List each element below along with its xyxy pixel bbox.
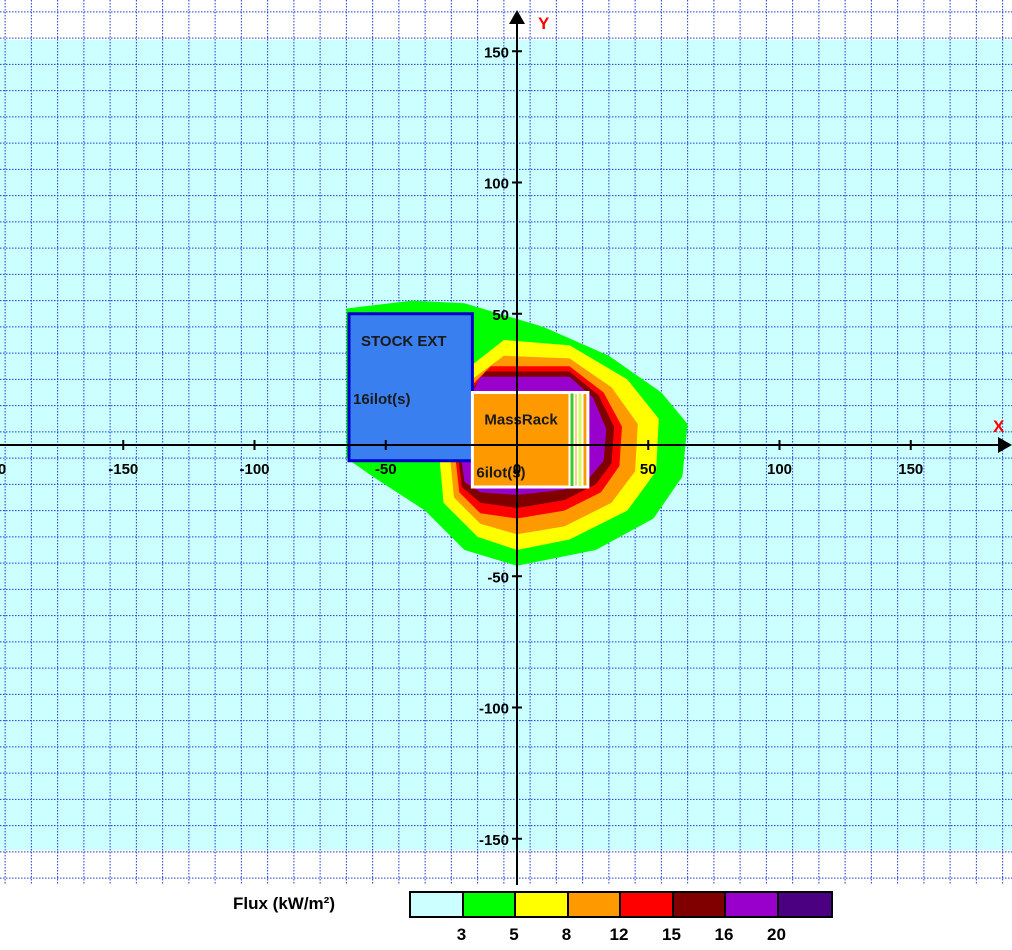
zone-0 [347,312,474,463]
legend-threshold: 16 [714,925,734,944]
x-axis-arrow [998,437,1012,453]
legend-swatch [673,893,726,916]
x-tick-label: -50 [375,461,397,478]
legend-threshold: 5 [509,925,519,944]
legend-swatch [621,893,674,916]
y-tick-label: 100 [484,176,509,193]
x-tick-label: 50 [640,461,657,478]
legend-threshold: 20 [767,925,786,944]
x-axis-label: X [993,417,1005,436]
y-axis-label: Y [538,14,550,33]
y-tick-label: -50 [487,569,509,586]
legend-swatch [411,893,464,916]
y-tick-label: 50 [492,307,509,324]
x-tick-label: -100 [239,461,269,478]
rack-stripe [568,391,576,488]
zones: STOCK EXT 16ilot(s) MassRack 6ilot(s) [347,312,590,489]
y-tick-label: -100 [479,701,509,718]
legend-swatch [726,893,779,916]
rack-stripe [576,391,584,488]
zone-name: MassRack [484,412,558,429]
zone-sublabel: 16ilot(s) [353,391,411,408]
flux-legend: Flux (kW/m²) 3 5 8 12 15 16 20 [0,888,1012,950]
legend-swatch [463,893,516,916]
x-tick-label: 100 [767,461,792,478]
y-tick-label: 150 [484,44,509,61]
zone-sublabel: 6ilot(s) [476,465,525,482]
legend-threshold: 15 [662,925,681,944]
tick-labels: -150 -100 -50 0 50 100 150 0 150 100 50 -50 -100 -150 [0,44,923,849]
legend-swatch [778,893,831,916]
x-tick-label: 0 [513,461,521,478]
legend-swatch [568,893,621,916]
x-tick-label: 150 [898,461,923,478]
y-tick-label: -150 [479,832,509,849]
legend-swatch [516,893,569,916]
legend-threshold: 12 [609,925,629,944]
y-axis-arrow [509,10,525,24]
x-tick-label-edge: 0 [0,461,6,478]
legend-threshold: 8 [561,925,572,944]
legend-title: Flux (kW/m²) [233,894,335,913]
grid [0,0,1012,885]
legend-threshold: 3 [456,925,467,944]
zone-name: STOCK EXT [361,333,447,350]
x-tick-label: -150 [108,461,138,478]
legend-color-bar [409,891,833,918]
